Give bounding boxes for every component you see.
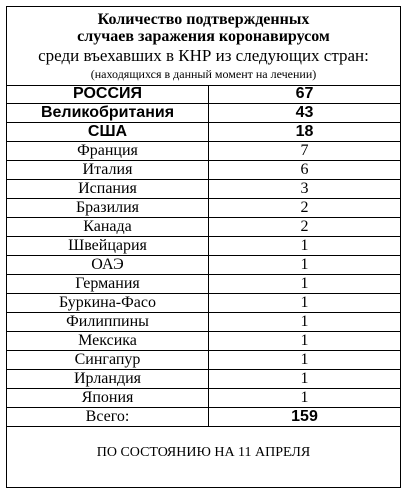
country-cell: Италия [7,161,209,179]
table-body: РОССИЯ 67 Великобритания 43 США 18 Франц… [7,85,400,427]
country-cell: ОАЭ [7,256,209,274]
count-cell: 43 [295,104,314,121]
country-cell: Швейцария [7,237,209,255]
table-row: Италия 6 [7,161,400,180]
count-cell: 1 [300,389,309,406]
total-row: Всего: 159 [7,408,400,427]
table-header: Количество подтвержденных случаев зараже… [7,7,400,86]
count-cell: 7 [300,142,309,159]
table-row: Япония 1 [7,389,400,408]
count-cell: 2 [300,199,309,216]
count-cell: 18 [295,123,314,140]
country-cell: Мексика [7,332,209,350]
table-row: Франция 7 [7,142,400,161]
table-row: Швейцария 1 [7,237,400,256]
country-cell: Филиппины [7,313,209,331]
total-label: Всего: [7,408,209,426]
count-cell: 6 [300,161,309,178]
table-row: Испания 3 [7,180,400,199]
total-count: 159 [291,408,318,425]
country-cell: Германия [7,275,209,293]
country-cell: Франция [7,142,209,160]
country-cell: Канада [7,218,209,236]
table-row: США 18 [7,123,400,142]
country-cell: Сингапур [7,351,209,369]
count-cell: 1 [300,313,309,330]
table-row: РОССИЯ 67 [7,85,400,104]
country-cell: Ирландия [7,370,209,388]
count-cell: 1 [300,332,309,349]
count-cell: 1 [300,256,309,273]
count-cell: 1 [300,237,309,254]
table-row: Мексика 1 [7,332,400,351]
header-note: (находящихся в данный момент на лечении) [90,67,317,81]
table-row: Буркина-Фасо 1 [7,294,400,313]
count-cell: 1 [300,294,309,311]
header-title-line1: Количество подтвержденных [97,11,310,28]
count-cell: 1 [300,351,309,368]
country-cell: Япония [7,389,209,407]
country-cell: Испания [7,180,209,198]
country-cell: РОССИЯ [7,85,209,103]
country-cell: Бразилия [7,199,209,217]
table-row: Филиппины 1 [7,313,400,332]
cases-table: Количество подтвержденных случаев зараже… [6,6,401,488]
table-row: Бразилия 2 [7,199,400,218]
count-cell: 2 [300,218,309,235]
table-row: Ирландия 1 [7,370,400,389]
as-of-date-note: ПО СОСТОЯНИЮ НА 11 АПРЕЛЯ [96,445,311,460]
country-cell: Буркина-Фасо [7,294,209,312]
header-subtitle: среди въехавших в КНР из следующих стран… [38,46,369,65]
table-row: Сингапур 1 [7,351,400,370]
country-cell: США [7,123,209,141]
count-cell: 1 [300,370,309,387]
table-row: Канада 2 [7,218,400,237]
table-row: ОАЭ 1 [7,256,400,275]
table-row: Великобритания 43 [7,104,400,123]
count-cell: 1 [300,275,309,292]
table-row: Германия 1 [7,275,400,294]
country-cell: Великобритания [7,104,209,122]
header-title-line2: случаев заражения коронавирусом [77,28,330,45]
count-cell: 3 [300,180,309,197]
count-cell: 67 [295,85,314,102]
